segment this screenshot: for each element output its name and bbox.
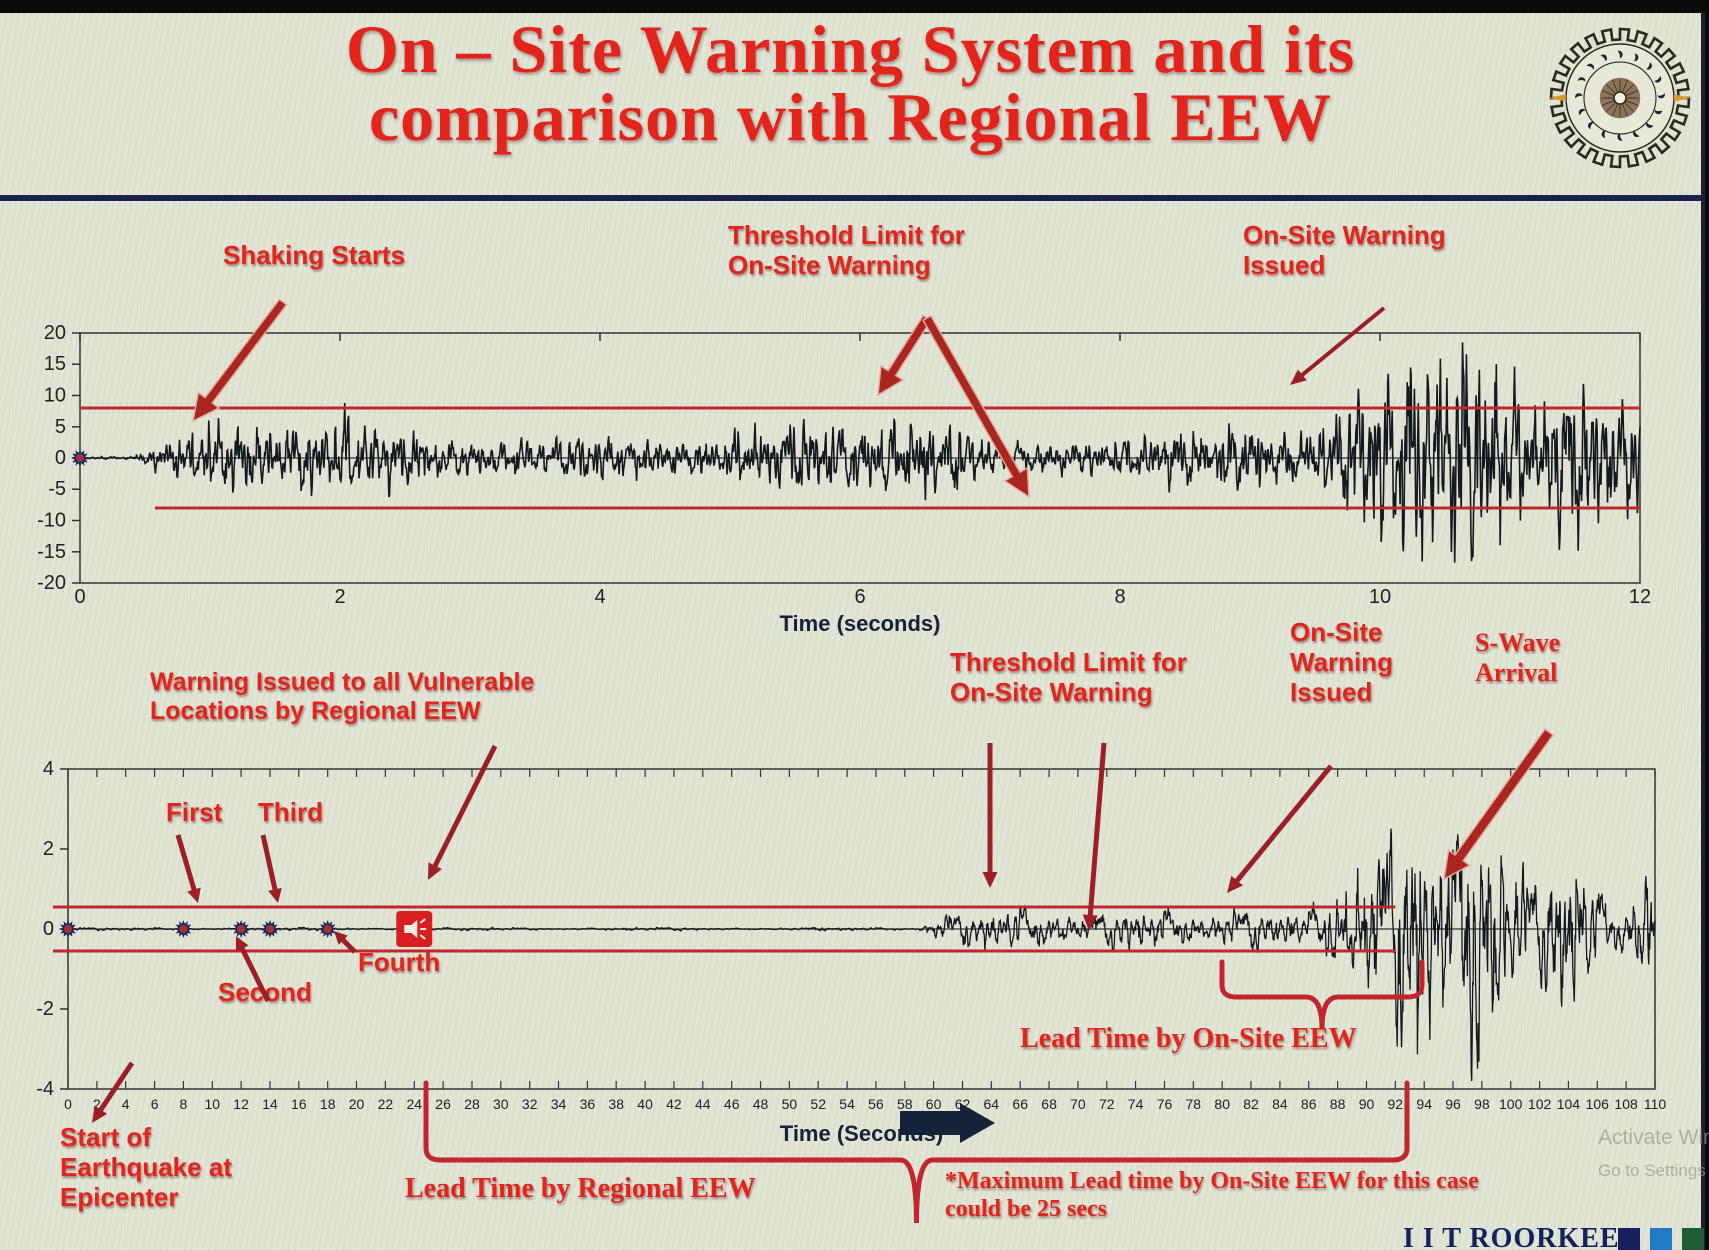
svg-text:106: 106: [1586, 1096, 1610, 1112]
svg-text:48: 48: [753, 1096, 769, 1112]
svg-text:46: 46: [724, 1096, 740, 1112]
svg-text:62: 62: [955, 1096, 971, 1112]
svg-text:28: 28: [464, 1096, 480, 1112]
svg-text:2: 2: [334, 586, 345, 608]
svg-text:70: 70: [1070, 1096, 1086, 1112]
svg-text:0: 0: [43, 918, 54, 940]
svg-text:36: 36: [580, 1096, 596, 1112]
svg-text:74: 74: [1128, 1096, 1144, 1112]
svg-text:26: 26: [435, 1096, 451, 1112]
svg-text:104: 104: [1557, 1096, 1581, 1112]
svg-text:0: 0: [74, 586, 85, 608]
svg-text:16: 16: [291, 1096, 307, 1112]
svg-text:94: 94: [1416, 1096, 1432, 1112]
svg-text:78: 78: [1186, 1096, 1202, 1112]
svg-text:10: 10: [44, 385, 66, 407]
svg-text:72: 72: [1099, 1096, 1115, 1112]
svg-text:10: 10: [1369, 586, 1391, 608]
svg-text:Time (seconds): Time (seconds): [780, 611, 941, 636]
svg-text:42: 42: [666, 1096, 682, 1112]
svg-text:58: 58: [897, 1096, 913, 1112]
svg-text:90: 90: [1359, 1096, 1375, 1112]
svg-text:10: 10: [205, 1096, 221, 1112]
svg-text:66: 66: [1012, 1096, 1028, 1112]
svg-text:110: 110: [1644, 1096, 1667, 1112]
svg-text:4: 4: [122, 1096, 130, 1112]
svg-text:40: 40: [637, 1096, 653, 1112]
svg-text:-20: -20: [37, 572, 66, 594]
svg-text:30: 30: [493, 1096, 509, 1112]
svg-text:82: 82: [1243, 1096, 1259, 1112]
svg-text:64: 64: [984, 1096, 1000, 1112]
svg-text:-4: -4: [36, 1078, 54, 1100]
svg-text:52: 52: [810, 1096, 826, 1112]
svg-text:50: 50: [782, 1096, 798, 1112]
svg-text:6: 6: [854, 586, 865, 608]
svg-text:54: 54: [839, 1096, 855, 1112]
svg-text:80: 80: [1214, 1096, 1230, 1112]
svg-text:34: 34: [551, 1096, 567, 1112]
svg-text:68: 68: [1041, 1096, 1057, 1112]
svg-text:0: 0: [55, 447, 66, 469]
svg-text:2: 2: [43, 838, 54, 860]
svg-text:84: 84: [1272, 1096, 1288, 1112]
svg-text:4: 4: [43, 758, 54, 780]
svg-text:76: 76: [1157, 1096, 1173, 1112]
svg-text:4: 4: [594, 586, 605, 608]
svg-text:20: 20: [44, 322, 66, 344]
svg-text:8: 8: [1114, 586, 1125, 608]
svg-text:-5: -5: [48, 478, 66, 500]
svg-text:-2: -2: [36, 998, 54, 1020]
svg-text:22: 22: [378, 1096, 394, 1112]
svg-text:18: 18: [320, 1096, 336, 1112]
svg-text:100: 100: [1499, 1096, 1523, 1112]
svg-text:5: 5: [55, 416, 66, 438]
svg-text:102: 102: [1528, 1096, 1552, 1112]
svg-text:60: 60: [926, 1096, 942, 1112]
svg-text:14: 14: [262, 1096, 278, 1112]
svg-text:56: 56: [868, 1096, 884, 1112]
svg-text:12: 12: [233, 1096, 249, 1112]
svg-text:92: 92: [1388, 1096, 1404, 1112]
svg-text:2: 2: [93, 1096, 101, 1112]
svg-text:20: 20: [349, 1096, 365, 1112]
svg-text:15: 15: [44, 353, 66, 375]
svg-text:-10: -10: [37, 510, 66, 532]
svg-text:88: 88: [1330, 1096, 1346, 1112]
svg-text:6: 6: [151, 1096, 159, 1112]
svg-text:32: 32: [522, 1096, 538, 1112]
svg-text:98: 98: [1474, 1096, 1490, 1112]
svg-text:86: 86: [1301, 1096, 1317, 1112]
svg-text:Time (Seconds): Time (Seconds): [780, 1121, 943, 1146]
svg-text:38: 38: [608, 1096, 624, 1112]
svg-text:24: 24: [407, 1096, 423, 1112]
svg-text:108: 108: [1614, 1096, 1638, 1112]
svg-text:12: 12: [1629, 586, 1651, 608]
svg-text:0: 0: [64, 1096, 72, 1112]
svg-text:44: 44: [695, 1096, 711, 1112]
svg-text:96: 96: [1445, 1096, 1461, 1112]
svg-text:8: 8: [180, 1096, 188, 1112]
svg-text:-15: -15: [37, 541, 66, 563]
